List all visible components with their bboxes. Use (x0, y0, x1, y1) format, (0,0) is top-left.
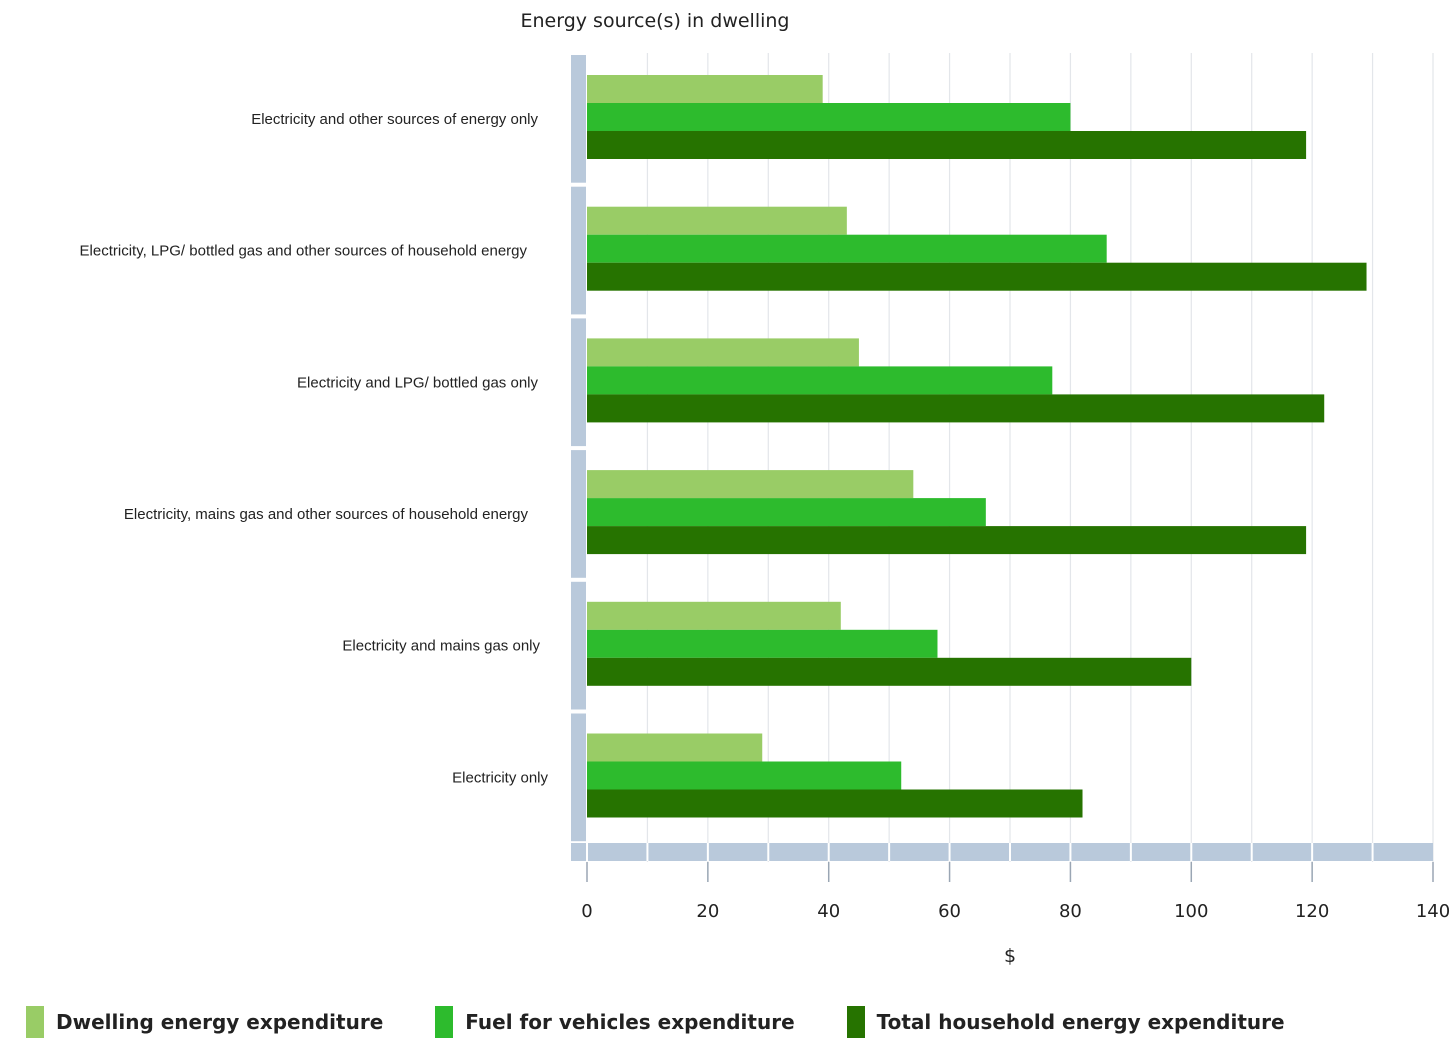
bar[interactable] (587, 206, 847, 235)
category-axis-segment (571, 55, 586, 183)
category-axis-segment (571, 713, 586, 842)
x-tick-label: 20 (696, 901, 719, 922)
category-axis-segment (571, 581, 586, 710)
bar[interactable] (587, 234, 1107, 263)
legend-label-dwelling: Dwelling energy expenditure (56, 1010, 384, 1034)
bar[interactable] (587, 394, 1325, 423)
legend-label-fuel: Fuel for vehicles expenditure (465, 1010, 795, 1034)
x-axis-title: $ (1004, 945, 1016, 967)
legend-label-total: Total household energy expenditure (876, 1010, 1285, 1034)
value-axis (571, 53, 1434, 882)
bar[interactable] (587, 629, 938, 658)
legend-swatch-total (846, 1006, 865, 1038)
bar[interactable] (587, 526, 1307, 555)
legend-item-total[interactable]: Total household energy expenditure (846, 1006, 1285, 1038)
bar[interactable] (587, 733, 763, 762)
x-tick-label: 100 (1174, 901, 1208, 922)
category-label: Electricity, LPG/ bottled gas and other … (80, 243, 528, 260)
x-tick-label: 40 (817, 901, 840, 922)
bar[interactable] (587, 789, 1083, 818)
bar[interactable] (587, 366, 1053, 395)
bar[interactable] (587, 601, 841, 630)
bar-chart: Energy source(s) in dwelling Electricity… (80, 10, 1451, 967)
bar[interactable] (587, 131, 1307, 159)
legend-swatch-dwelling (26, 1006, 44, 1038)
bar[interactable] (587, 262, 1367, 291)
x-tick-label: 140 (1416, 901, 1450, 922)
bar[interactable] (587, 657, 1192, 686)
tick-labels: 0 20 40 60 80 100 120 140 (581, 901, 1450, 922)
category-label: Electricity, mains gas and other sources… (124, 506, 529, 523)
chart-title: Energy source(s) in dwelling (520, 10, 789, 32)
x-tick-label: 60 (938, 901, 961, 922)
bar[interactable] (587, 338, 859, 367)
category-axis-segment (571, 186, 586, 315)
value-axis-band (571, 843, 1433, 861)
gridlines (646, 53, 1434, 862)
x-tick-label: 0 (581, 901, 592, 922)
x-tick-label: 120 (1295, 901, 1329, 922)
category-axis-segment (571, 318, 586, 447)
bar[interactable] (587, 470, 914, 499)
x-tick-label: 80 (1059, 901, 1082, 922)
category-label: Electricity and mains gas only (342, 638, 540, 655)
category-axis-segment (571, 450, 586, 578)
category-label: Electricity and LPG/ bottled gas only (297, 374, 538, 391)
bar[interactable] (587, 498, 986, 527)
bar[interactable] (587, 75, 823, 103)
legend-item-dwelling[interactable]: Dwelling energy expenditure (26, 1006, 383, 1038)
category-labels: Electricity and other sources of energy … (80, 111, 549, 786)
legend-swatch-fuel (435, 1006, 454, 1038)
bars (587, 75, 1367, 818)
legend: Dwelling energy expenditure Fuel for veh… (26, 1006, 1337, 1038)
bar[interactable] (587, 103, 1071, 131)
category-axis (571, 55, 586, 842)
legend-item-fuel[interactable]: Fuel for vehicles expenditure (435, 1006, 795, 1038)
category-label: Electricity only (452, 769, 548, 786)
category-label: Electricity and other sources of energy … (251, 111, 538, 128)
bar[interactable] (587, 761, 902, 790)
